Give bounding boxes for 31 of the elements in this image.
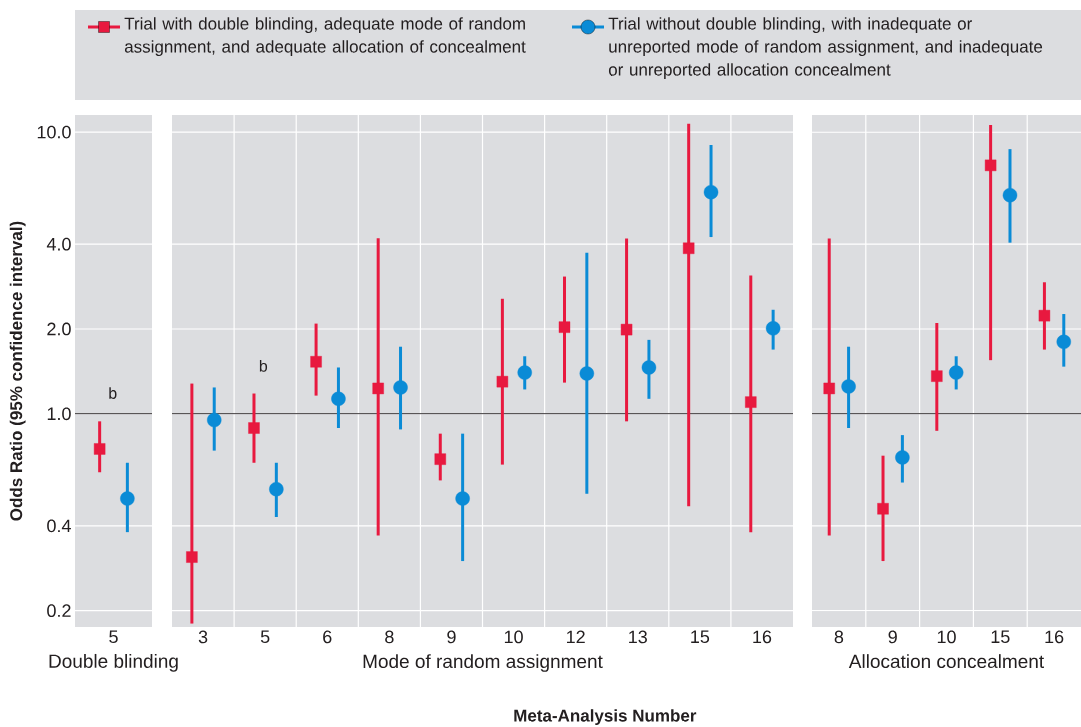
legend-label: Trial without double blinding, with inadequate or unreported mode of random assignment, and inadequate or unreported allocation concealment	[608, 17, 1043, 80]
x-tick-label: 16	[1045, 630, 1064, 644]
legend-label: Trial with double blinding, adequate mode of random assignment, and adequate allocation of concealment	[124, 17, 526, 57]
x-tick-label: 12	[567, 630, 585, 644]
y-tick-label: 1.0	[47, 407, 71, 421]
x-tick-label: 15	[991, 630, 1010, 644]
x-axis-title: Allocation concealment	[848, 654, 1045, 669]
x-tick-label: 16	[753, 630, 772, 644]
x-tick-label: 5	[260, 630, 270, 644]
x-tick-label: 15	[691, 630, 710, 644]
x-tick-label: 9	[888, 630, 897, 644]
x-tick-label: 13	[629, 630, 647, 644]
y-tick-label: 10.0	[37, 125, 71, 139]
x-tick-label: 8	[834, 630, 844, 644]
x-tick-label: 8	[385, 630, 394, 644]
x-tick-label: 5	[109, 630, 118, 644]
y-tick-label: 0.2	[47, 604, 71, 618]
x-tick-label: 10	[937, 630, 956, 644]
y-tick-label: 2.0	[47, 322, 71, 336]
x-axis-title: Double blinding	[49, 653, 178, 672]
x-tick-label: 3	[198, 630, 208, 644]
y-tick-label: 0.4	[47, 519, 71, 533]
x-tick-label: 10	[504, 630, 523, 644]
annotation: b	[259, 360, 268, 372]
text: Meta-Analysis Number	[514, 709, 697, 726]
x-tick-label: 9	[447, 630, 456, 644]
annotation: b	[109, 387, 117, 399]
x-tick-label: 6	[323, 630, 332, 644]
y-axis-title: Odds Ratio (95% confidence interval)	[9, 221, 26, 521]
y-tick-label: 4.0	[46, 237, 71, 251]
x-axis-title: Mode of random assignment	[363, 654, 603, 672]
